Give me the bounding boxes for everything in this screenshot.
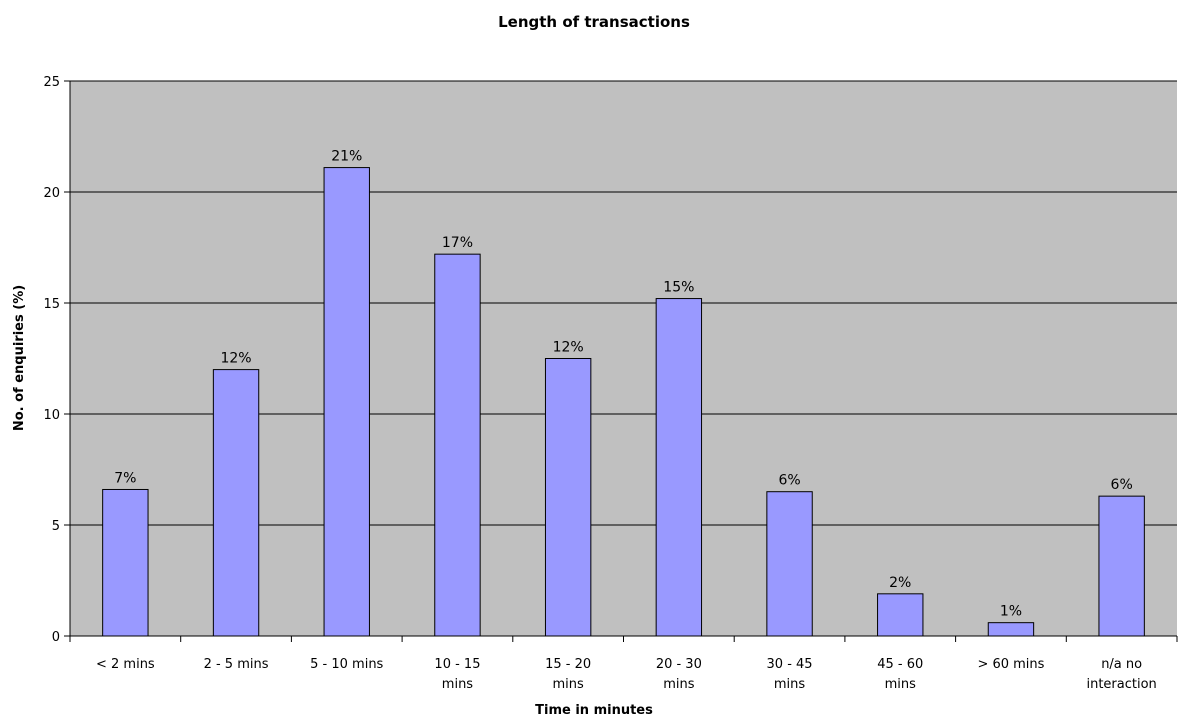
y-axis-title: No. of enquiries (%) [12, 285, 27, 431]
x-tick-label: > 60 mins [977, 657, 1044, 672]
x-tick-label-line: mins [663, 677, 695, 692]
x-tick-label: 5 - 10 mins [310, 657, 383, 672]
x-tick-label-line: 20 - 30 [656, 657, 702, 672]
y-tick-label: 5 [52, 519, 60, 534]
x-tick-label: 20 - 30 mins [656, 657, 702, 692]
bars [102, 167, 1145, 637]
data-label: 2% [889, 575, 911, 591]
x-tick-label-line: 2 - 5 mins [204, 657, 269, 672]
data-label: 6% [1111, 477, 1133, 493]
data-label: 12% [220, 351, 251, 367]
x-tick-label-line: 30 - 45 [767, 657, 813, 672]
bar [102, 488, 149, 637]
y-tick-label: 20 [43, 186, 60, 201]
x-tick-label-line: mins [774, 677, 806, 692]
bar [212, 369, 260, 637]
x-tick-label-line: < 2 mins [96, 657, 155, 672]
y-tick-labels: 0 5 10 15 20 25 [43, 75, 60, 645]
x-tick-label: 10 - 15 mins [434, 657, 480, 692]
x-tick-label-line: 45 - 60 [877, 657, 923, 672]
x-tick-label-line: > 60 mins [977, 657, 1044, 672]
data-label: 7% [114, 470, 136, 486]
x-tick-label-line: mins [885, 677, 917, 692]
x-tick-label-line: 10 - 15 [434, 657, 480, 672]
bar [1098, 495, 1145, 637]
x-tick-label-line: n/a no [1101, 657, 1142, 672]
bar [544, 358, 592, 637]
data-label: 21% [331, 149, 362, 165]
x-tick-label-line: mins [442, 677, 474, 692]
data-label: 15% [663, 280, 694, 296]
bar [766, 491, 813, 637]
x-tick-label-line: 5 - 10 mins [310, 657, 383, 672]
bar [877, 593, 924, 637]
x-tick-label: n/a no interaction [1086, 657, 1156, 692]
chart-title: Length of transactions [498, 13, 690, 31]
y-tick-label: 15 [43, 297, 60, 312]
data-label: 6% [778, 473, 800, 489]
x-tick-label-line: 15 - 20 [545, 657, 591, 672]
x-tick-label: 2 - 5 mins [204, 657, 269, 672]
bar [434, 253, 481, 637]
data-label: 12% [553, 340, 584, 356]
x-axis-title: Time in minutes [535, 703, 653, 718]
y-tick-label: 0 [52, 630, 60, 645]
y-tick-label: 25 [43, 75, 60, 90]
x-tick-label: 15 - 20 mins [545, 657, 591, 692]
bar [987, 622, 1035, 637]
x-tick-label: < 2 mins [96, 657, 155, 672]
x-tick-label-line: mins [553, 677, 585, 692]
bar [323, 167, 370, 637]
x-tick-label-line: interaction [1086, 677, 1156, 692]
data-labels: 7% 12% 21% 17% 12% 15% 6% 2% 1% 6% [114, 149, 1133, 620]
data-label: 1% [1000, 604, 1022, 620]
bar [655, 298, 703, 637]
x-tick-label: 45 - 60 mins [877, 657, 923, 692]
data-label: 17% [442, 235, 473, 251]
axes [64, 80, 1178, 642]
x-tick-labels: < 2 mins 2 - 5 mins 5 - 10 mins 10 - 15 mins… [96, 657, 1157, 692]
y-tick-label: 10 [43, 408, 60, 423]
x-tick-label: 30 - 45 mins [767, 657, 813, 692]
